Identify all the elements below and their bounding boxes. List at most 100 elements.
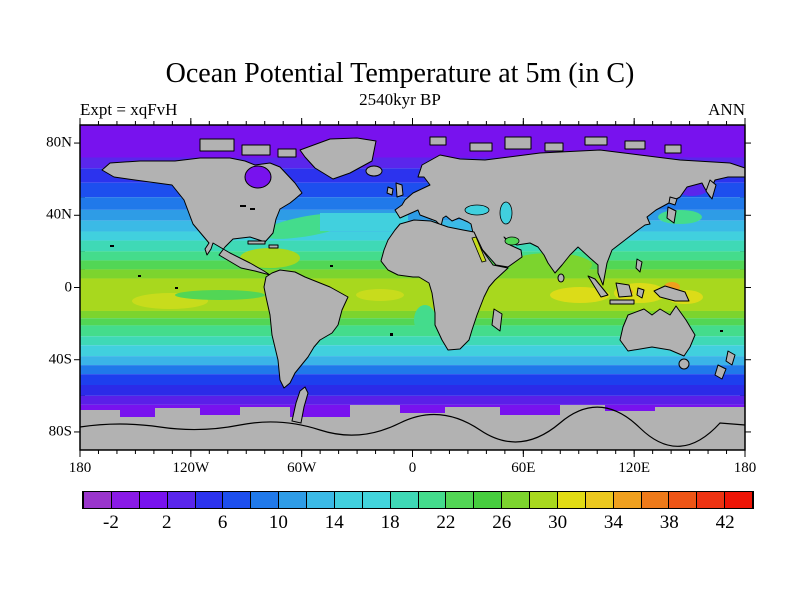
tasmania xyxy=(678,358,690,370)
lon-tick-label: 120E xyxy=(618,460,650,476)
colorbar-cell xyxy=(167,492,196,508)
zonal-band xyxy=(80,325,745,337)
season-label: ANN xyxy=(708,100,745,119)
zonal-band xyxy=(80,310,745,319)
colorbar-cell xyxy=(669,492,698,508)
colorbar-cell xyxy=(279,492,307,508)
lat-tick-label: 80S xyxy=(48,423,72,440)
africa xyxy=(380,219,509,351)
red-sea xyxy=(471,236,487,263)
colorbar-tick-label: -2 xyxy=(102,512,119,533)
colorbar-cell xyxy=(139,492,168,508)
colorbar-tick-label: 18 xyxy=(380,512,400,533)
colorbar-cell xyxy=(530,492,558,508)
colorbar-cell xyxy=(641,492,670,508)
antarctica-ice xyxy=(80,405,745,450)
colorbar-tick-label: 14 xyxy=(324,512,344,533)
sumatra xyxy=(587,275,609,298)
colorbar-cell xyxy=(83,492,112,508)
colorbar-tick-label: 10 xyxy=(268,512,288,533)
colorbar-cell xyxy=(613,492,642,508)
ocean-specks xyxy=(110,205,723,336)
sri-lanka xyxy=(557,273,565,283)
colorbar-cell xyxy=(697,492,726,508)
south-america xyxy=(263,269,349,389)
world-temperature-map xyxy=(74,118,751,457)
madagascar xyxy=(491,308,503,332)
plot-title: Ocean Potential Temperature at 5m (in C) xyxy=(165,58,635,89)
lat-tick-label: 80N xyxy=(46,134,72,151)
colorbar-tick-label: 6 xyxy=(217,512,228,533)
mediterranean-patch xyxy=(320,213,408,231)
colorbar-tick-label: 42 xyxy=(715,512,735,533)
plot-subtitle: 2540kyr BP xyxy=(359,90,441,109)
lon-tick-label: 60W xyxy=(287,460,317,476)
zonal-band xyxy=(80,385,745,396)
hudson-bay-water xyxy=(244,165,272,189)
japan xyxy=(666,196,678,224)
colorbar-cell xyxy=(474,492,503,508)
equatorial-yellow-1 xyxy=(550,287,610,303)
zonal-band xyxy=(80,395,745,405)
iceland xyxy=(365,165,383,177)
lat-tick-label: 0 xyxy=(64,279,73,295)
inland-seas xyxy=(464,201,520,263)
black-sea xyxy=(464,204,490,216)
australia xyxy=(619,305,696,357)
zonal-band xyxy=(80,157,745,169)
colorbar-tick-label: 38 xyxy=(659,512,679,533)
colorbar-cell xyxy=(585,492,614,508)
lon-tick-label: 60E xyxy=(511,460,536,476)
colorbar-cell xyxy=(111,492,140,508)
sulawesi xyxy=(636,287,645,299)
new-guinea xyxy=(653,285,690,302)
hispaniola xyxy=(268,244,279,249)
zonal-band xyxy=(80,209,745,221)
zonal-band xyxy=(80,365,745,375)
colorbar-tick-label: 2 xyxy=(162,512,172,533)
colorbar-cell xyxy=(251,492,280,508)
colorbar-cell xyxy=(362,492,391,508)
caspian-sea xyxy=(499,201,513,225)
british-isles xyxy=(386,182,404,198)
antarctica-coastline xyxy=(79,406,746,447)
lon-tick-label: 0 xyxy=(408,460,417,476)
new-zealand xyxy=(714,350,736,380)
zonal-band xyxy=(80,318,745,326)
colorbar-cell xyxy=(307,492,335,508)
colorbar-cell xyxy=(446,492,475,508)
antarctica xyxy=(79,386,746,450)
zonal-band xyxy=(80,336,745,346)
benguela-patch xyxy=(414,305,436,335)
caribbean-warm-patch xyxy=(240,248,300,268)
kuroshio-patch xyxy=(658,210,702,224)
lat-tick-label: 40N xyxy=(46,206,72,223)
zonal-band xyxy=(80,374,745,385)
colorbar-tick-label: 34 xyxy=(603,512,623,533)
cuba xyxy=(247,240,266,245)
kamchatka xyxy=(705,179,717,200)
persian-gulf xyxy=(504,236,520,246)
lon-tick-label: 120W xyxy=(172,460,210,476)
zonal-band xyxy=(80,345,745,357)
colorbar-tick-label: 30 xyxy=(548,512,568,533)
greenland xyxy=(299,137,377,180)
eurasia xyxy=(394,149,746,286)
experiment-label: Expt = xqFvH xyxy=(80,100,178,119)
arctic-islands xyxy=(199,136,682,158)
colorbar-cell xyxy=(390,492,419,508)
colorbar-cell xyxy=(725,492,753,508)
borneo xyxy=(615,282,633,298)
atlantic-equator-yellow xyxy=(356,289,404,301)
colorbar-cell xyxy=(502,492,530,508)
lon-tick-label: 180 xyxy=(68,460,92,476)
colorbar-tick-label: 22 xyxy=(436,512,456,533)
colorbar-cell xyxy=(334,492,363,508)
lat-tick-label: 40S xyxy=(48,351,72,368)
colorbar-tick-label: 26 xyxy=(492,512,512,533)
continents xyxy=(101,136,746,389)
colorbar-cell xyxy=(223,492,252,508)
java xyxy=(609,299,635,305)
colorbar-cell xyxy=(557,492,586,508)
